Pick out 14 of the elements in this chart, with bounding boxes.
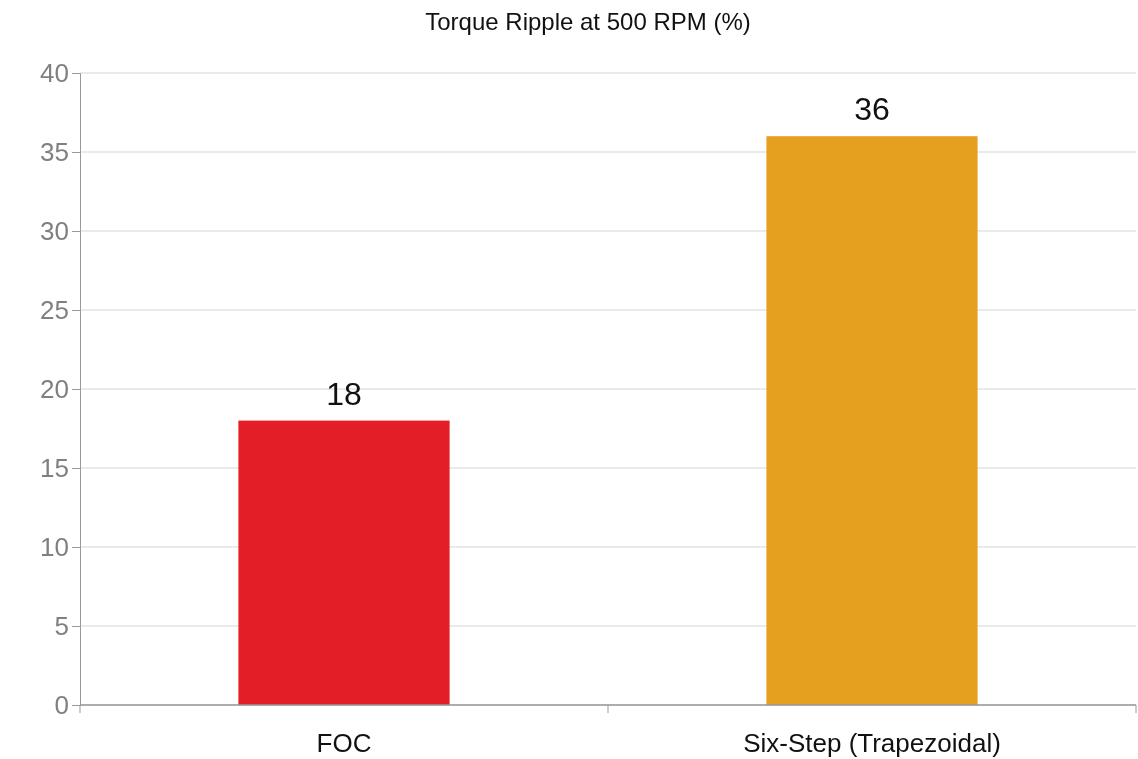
x-tick-label: Six-Step (Trapezoidal) — [743, 728, 1001, 758]
y-tick-label: 35 — [40, 136, 69, 167]
y-tick-label: 25 — [40, 294, 69, 325]
chart-title: Torque Ripple at 500 RPM (%) — [425, 8, 751, 35]
data-label: 18 — [326, 375, 362, 412]
y-tick-label: 5 — [54, 610, 69, 641]
y-tick-label: 30 — [40, 215, 69, 246]
y-tick-label: 20 — [40, 373, 69, 404]
y-tick-label: 0 — [54, 689, 69, 720]
y-tick-label: 40 — [40, 57, 69, 88]
y-tick-label: 15 — [40, 452, 69, 483]
x-tick-label: FOC — [316, 728, 372, 758]
data-label: 36 — [854, 91, 890, 128]
y-tick-label: 10 — [40, 531, 69, 562]
